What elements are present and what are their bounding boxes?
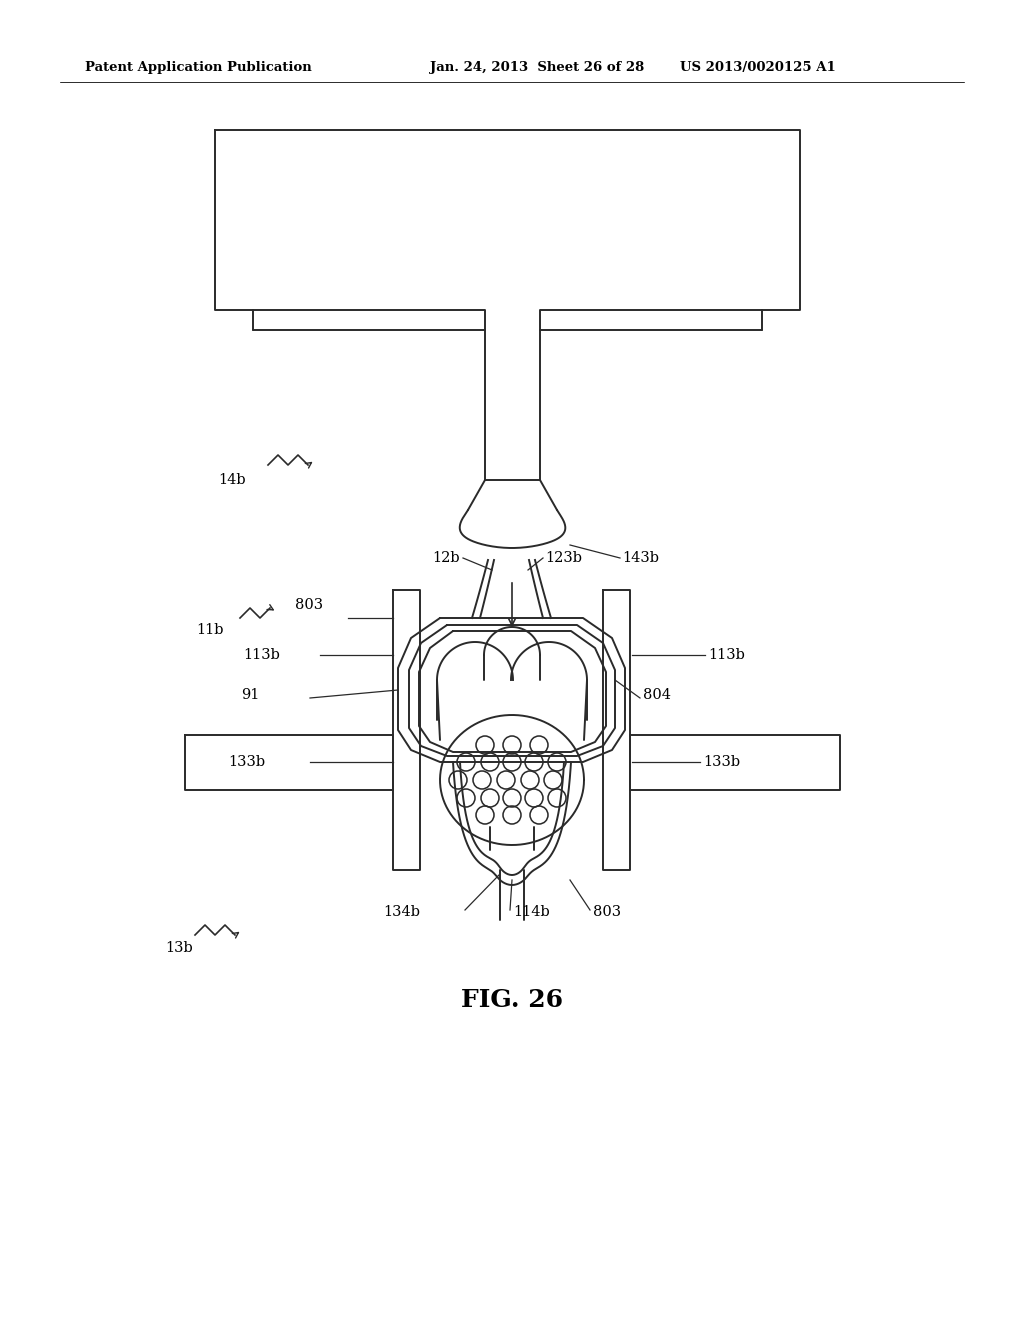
Text: 113b: 113b	[243, 648, 280, 663]
Text: 13b: 13b	[165, 941, 193, 954]
Text: 133b: 133b	[228, 755, 265, 770]
Text: 114b: 114b	[513, 906, 550, 919]
Text: 143b: 143b	[622, 550, 659, 565]
Text: 12b: 12b	[432, 550, 460, 565]
Text: 803: 803	[593, 906, 622, 919]
Text: 123b: 123b	[545, 550, 582, 565]
Text: 11b: 11b	[196, 623, 223, 638]
Text: 133b: 133b	[703, 755, 740, 770]
Text: FIG. 26: FIG. 26	[461, 987, 563, 1012]
Text: 14b: 14b	[218, 473, 246, 487]
Text: 113b: 113b	[708, 648, 744, 663]
Text: 804: 804	[643, 688, 671, 702]
Text: Jan. 24, 2013  Sheet 26 of 28: Jan. 24, 2013 Sheet 26 of 28	[430, 62, 644, 74]
Text: 134b: 134b	[383, 906, 420, 919]
Text: 91: 91	[242, 688, 260, 702]
Text: Patent Application Publication: Patent Application Publication	[85, 62, 311, 74]
Text: US 2013/0020125 A1: US 2013/0020125 A1	[680, 62, 836, 74]
Text: 803: 803	[295, 598, 324, 612]
